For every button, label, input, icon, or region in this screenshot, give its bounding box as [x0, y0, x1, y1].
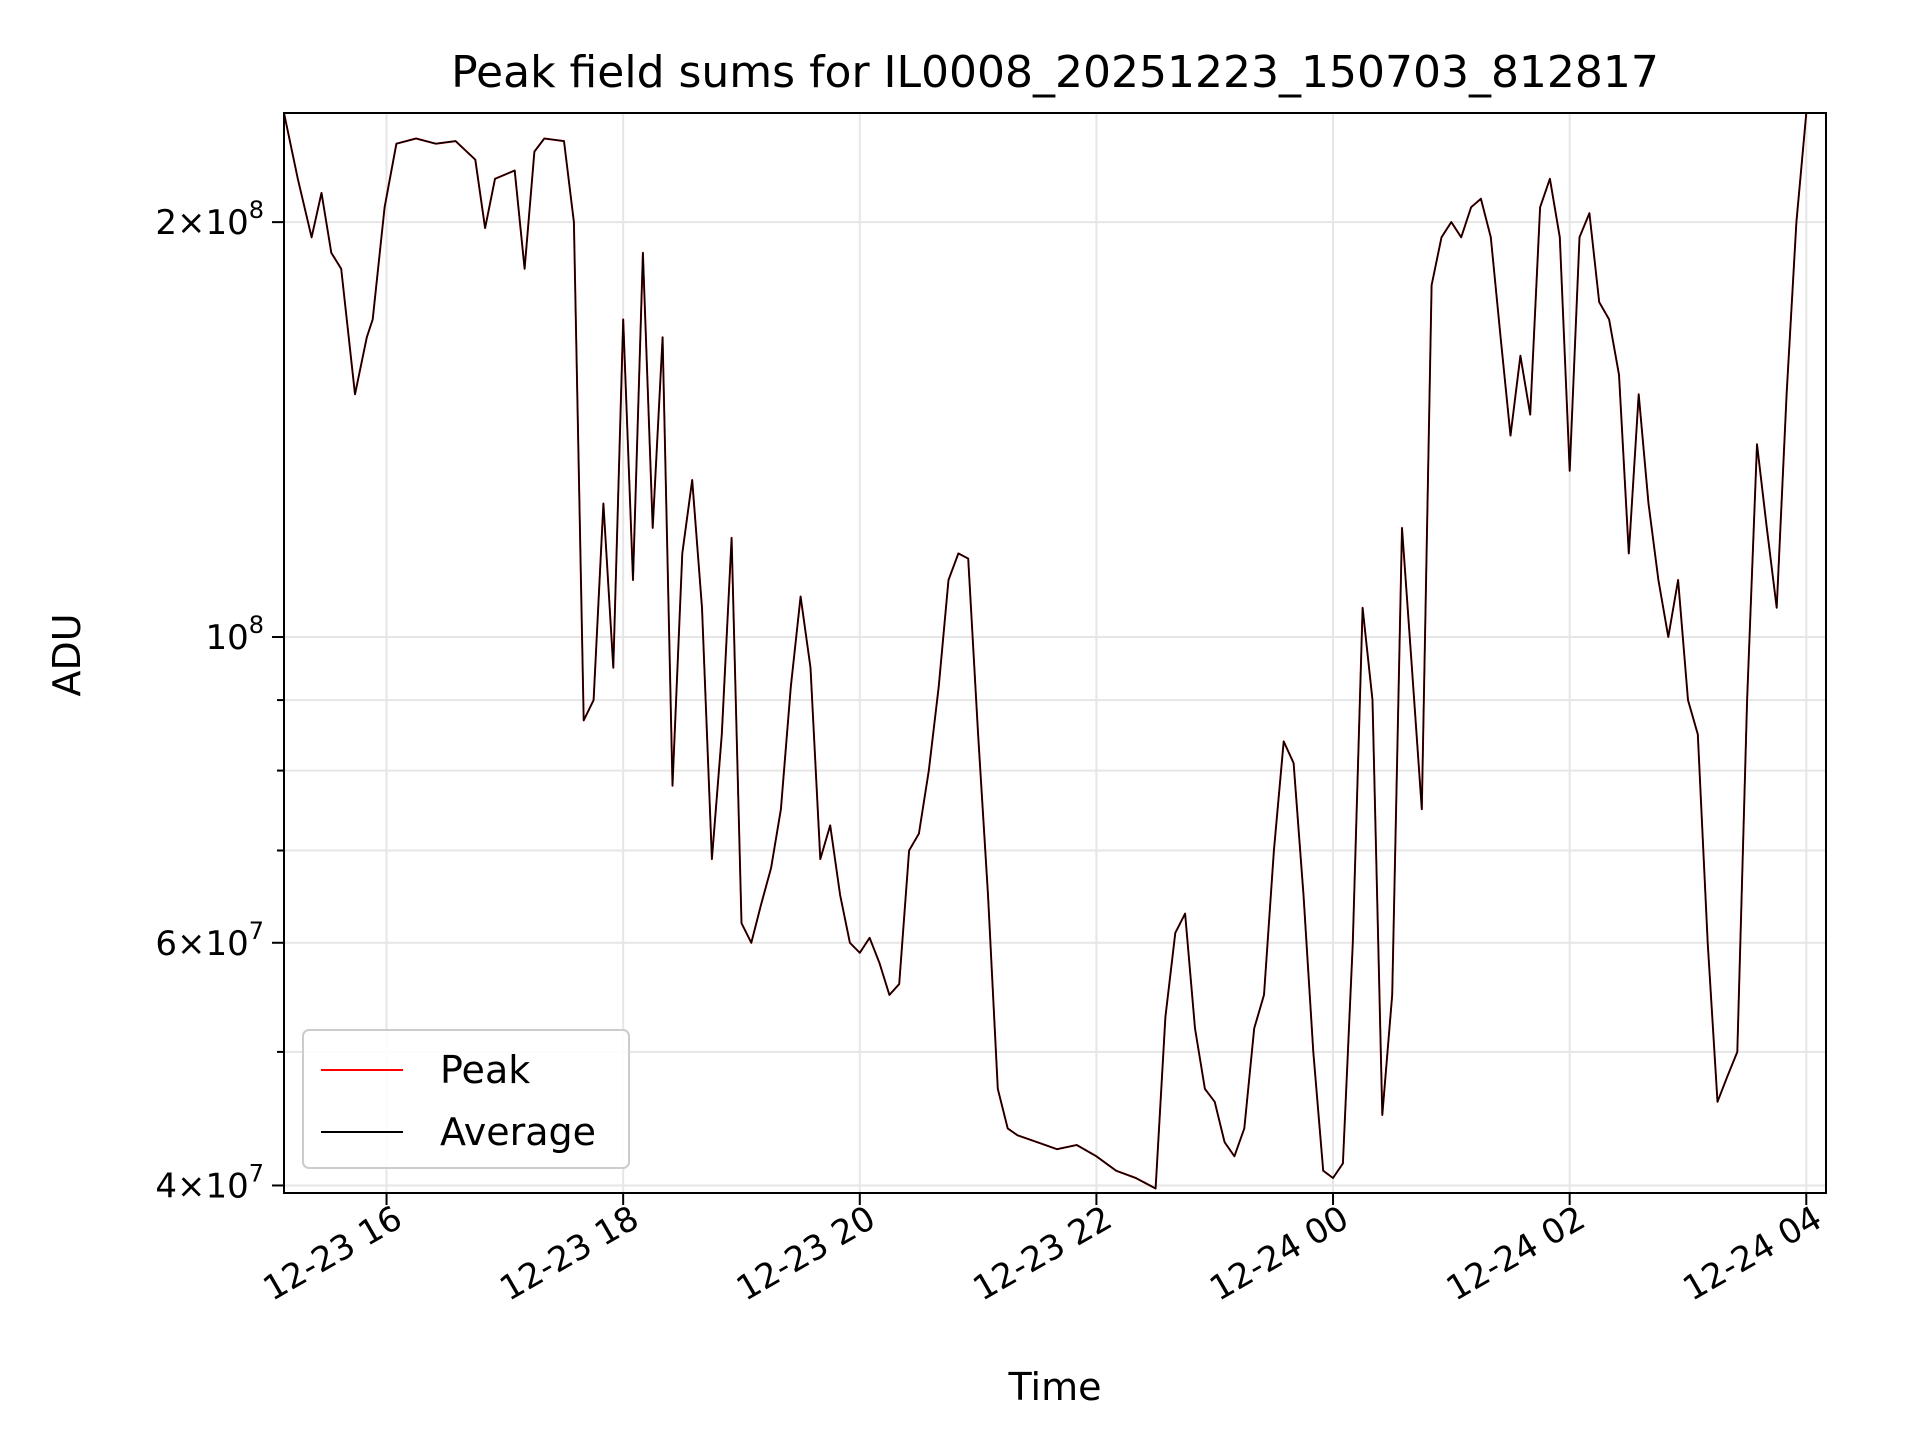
y-tick-exponent: 8	[249, 196, 264, 224]
x-axis-label: Time	[1008, 1365, 1102, 1409]
y-tick-label: 2×108	[155, 196, 264, 243]
y-tick-exponent: 8	[249, 611, 264, 639]
y-tick-base: 10	[205, 618, 248, 658]
y-tick-times: ×10	[177, 203, 249, 243]
y-tick-label: 108	[205, 611, 264, 658]
y-tick-exponent: 7	[249, 917, 264, 945]
y-tick-label: 6×107	[155, 917, 264, 964]
series-line-average	[283, 112, 1808, 1190]
y-tick-label: 4×107	[155, 1159, 264, 1206]
y-tick-exponent: 7	[249, 1159, 264, 1187]
legend-box	[302, 1029, 630, 1169]
y-tick-mantissa: 4	[155, 1166, 177, 1206]
plot-frame	[283, 112, 1827, 1194]
legend-label-average: Average	[440, 1110, 596, 1154]
chart-title: Peak field sums for IL0008_20251223_1507…	[451, 47, 1659, 98]
y-tick-times: ×10	[177, 924, 249, 964]
y-axis-label: ADU	[45, 613, 89, 696]
legend: Peak Average	[302, 1029, 630, 1169]
y-tick-mantissa: 6	[155, 924, 177, 964]
grid	[284, 113, 1826, 1193]
series-group	[283, 112, 1808, 1190]
legend-label-peak: Peak	[440, 1048, 530, 1092]
y-tick-times: ×10	[177, 1166, 249, 1206]
y-tick-mantissa: 2	[155, 203, 177, 243]
